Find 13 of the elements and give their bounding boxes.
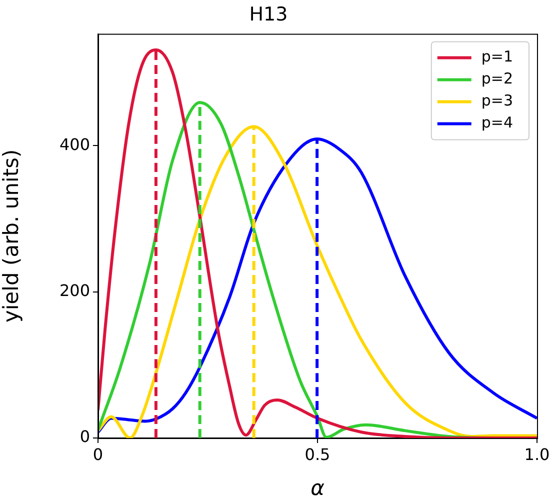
- y-tick-label: 200: [59, 280, 90, 300]
- y-tick-label: 400: [59, 134, 90, 154]
- y-tick-label: 0: [80, 427, 90, 446]
- x-tick-label: 1.0: [524, 444, 550, 464]
- x-tick-label: 0: [92, 444, 104, 464]
- x-axis-title: α: [310, 476, 325, 500]
- chart-title: H13: [249, 3, 288, 26]
- legend-label: p=3: [481, 92, 514, 110]
- legend-label: p=1: [481, 48, 514, 66]
- legend-label: p=4: [481, 114, 514, 132]
- x-tick-label: 0.5: [304, 444, 330, 464]
- legend-label: p=2: [481, 70, 514, 88]
- y-axis-title: yield (arb. units): [0, 149, 24, 323]
